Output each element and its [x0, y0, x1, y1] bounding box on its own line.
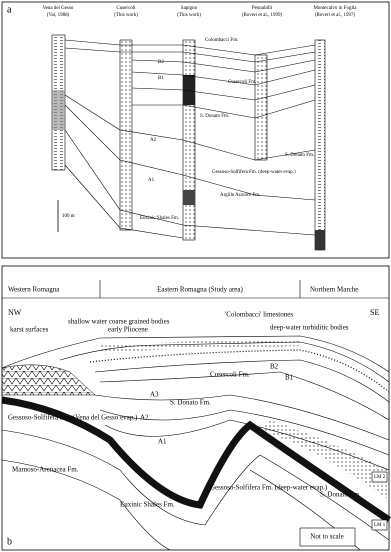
panel-a: a Vena del Gesso (Vai, 1988) Cusercoli (…: [1, 1, 390, 259]
annotation: Gessoso-Solfifera Fm. (deep-water evap.): [212, 170, 296, 175]
column-name: Cusercoli: [116, 6, 136, 11]
annotation: Euxinic Shales Fm.: [120, 501, 175, 509]
annotation: Argille Azzurre Fm.: [220, 193, 260, 198]
annotation: shallow water coarse grained bodies: [68, 318, 170, 326]
annotation: A3: [150, 391, 159, 399]
column-name: Sapigno: [181, 6, 198, 11]
column-ref: (Vai, 1988): [47, 13, 70, 18]
annotation: Cusercoli Fm.: [210, 371, 250, 379]
annotation: S. Donato Fm.: [285, 153, 314, 158]
annotation: B1: [285, 374, 294, 382]
annotation: A2: [140, 414, 149, 422]
cross-section: [1, 335, 391, 551]
column-ref: (This work): [114, 13, 138, 18]
annotation: A2: [150, 138, 157, 143]
column-ref: (Roveri et al., 1997): [315, 13, 356, 18]
annotation: deep-water turbiditic bodies: [270, 324, 349, 332]
annotation: early Pliocene: [108, 326, 148, 334]
column-name: Vena del Gesso: [43, 6, 74, 11]
panel-b: Western Romagna Eastern Romagna (Study a…: [1, 265, 391, 551]
annotation: S. Donato Fm.: [200, 114, 229, 119]
annotation: B1: [158, 76, 164, 81]
annotation: Marnoso-Arenacea Fm.: [12, 466, 79, 474]
annotation: S. Donato Fm.: [170, 399, 211, 407]
annotation: LM 1: [374, 523, 386, 528]
direction: SE: [370, 308, 379, 317]
annotation: Not to scale: [310, 533, 343, 541]
direction: NW: [8, 308, 22, 317]
annotation: Gessoso-Solfifera Fm. (Vena del Gesso ev…: [8, 414, 138, 422]
column-name: Montecalvo in Foglia: [313, 6, 357, 11]
annotation: B2: [270, 363, 279, 371]
panel-frame: [1, 1, 390, 259]
panel-frame: [1, 265, 390, 551]
annotation: Euxinic Shales Fm.: [140, 216, 179, 221]
column-name: Pennabilli: [252, 6, 273, 11]
region-label: Western Romagna: [8, 286, 60, 294]
panel-label: a: [7, 4, 12, 15]
scale-label: 100 m: [62, 214, 75, 219]
annotation: Colombacci Fm.: [205, 38, 238, 43]
annotation: LM 2: [374, 475, 386, 480]
annotation: A1: [158, 438, 167, 446]
annotation: S. Donato Fm.: [320, 491, 361, 499]
annotation: karst surfaces: [10, 326, 49, 334]
annotation: A1: [148, 178, 155, 183]
annotation: Cusercoli Fm.: [228, 80, 256, 85]
region-label: Northern Marche: [310, 286, 358, 294]
panel-label: b: [7, 536, 12, 547]
log-columns: [51, 34, 326, 251]
column-ref: (Roveri et al., 1999): [242, 13, 283, 18]
column-ref: (This work): [177, 13, 201, 18]
correlation-lines: [64, 39, 316, 239]
annotation: 'Colombacci' limestones: [225, 311, 293, 319]
annotation: B2: [158, 60, 164, 65]
annotation: Gessoso-Solfifera Fm. (deep-water evap.): [210, 484, 328, 492]
region-label: Eastern Romagna (Study area): [157, 286, 243, 294]
